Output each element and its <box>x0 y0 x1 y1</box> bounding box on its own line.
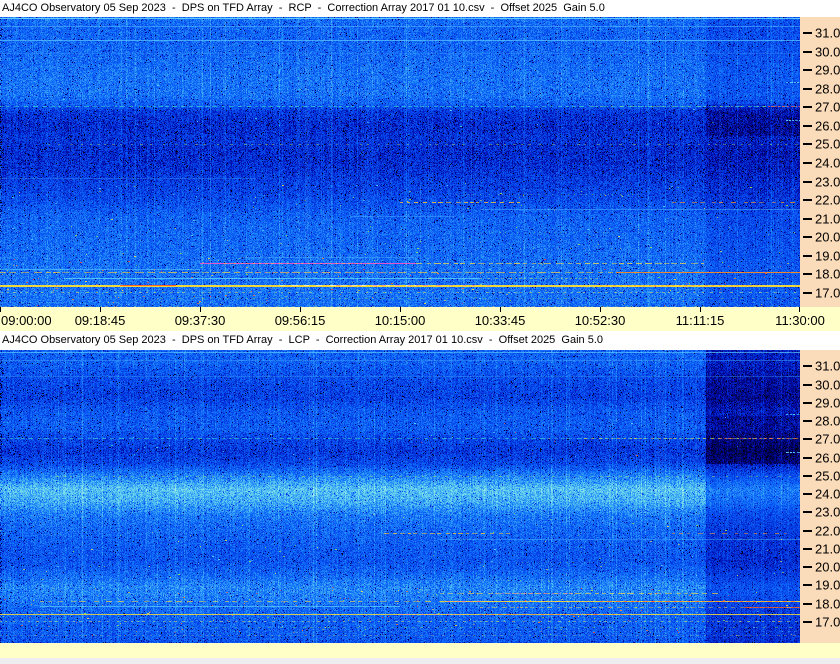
freq-tick <box>803 32 812 34</box>
freq-tick <box>803 621 812 623</box>
freq-tick <box>803 143 812 145</box>
time-tick-label: 10:33:45 <box>474 313 526 328</box>
freq-tick-label: 27.0 <box>815 99 840 115</box>
freq-tick-label: 22.0 <box>815 192 840 208</box>
frequency-axis-lcp: 31.0 30.0 29.0 28.0 27.0 26.0 25.0 24.0 23.0 22.0… <box>800 350 840 643</box>
freq-tick-label: 18.0 <box>815 266 840 282</box>
time-tick <box>500 307 501 312</box>
freq-tick <box>803 438 812 440</box>
freq-tick <box>803 420 812 422</box>
frequency-axis-rcp: 31.0 30.0 29.0 28.0 27.0 26.0 25.0 24.0 23.0 22.0… <box>800 17 840 307</box>
freq-tick <box>803 548 812 550</box>
freq-tick-label: 28.0 <box>815 413 840 429</box>
freq-tick <box>803 125 812 127</box>
freq-tick <box>803 457 812 459</box>
time-axis-cropped <box>0 643 840 658</box>
time-tick-label: 09:37:30 <box>174 313 226 328</box>
freq-tick <box>803 603 812 605</box>
window-edge <box>0 658 840 664</box>
freq-tick <box>803 51 812 53</box>
freq-tick-label: 29.0 <box>815 395 840 411</box>
time-tick <box>300 307 301 312</box>
freq-tick-label: 23.0 <box>815 504 840 520</box>
freq-tick <box>803 273 812 275</box>
freq-tick <box>803 88 812 90</box>
freq-tick-label: 25.0 <box>815 468 840 484</box>
freq-tick <box>803 566 812 568</box>
freq-tick-label: 31.0 <box>815 358 840 374</box>
freq-tick-label: 18.0 <box>815 596 840 612</box>
freq-tick-label: 27.0 <box>815 431 840 447</box>
freq-tick <box>803 181 812 183</box>
freq-tick <box>803 475 812 477</box>
time-tick-label: 11:11:15 <box>675 313 725 328</box>
freq-tick <box>803 384 812 386</box>
time-tick-label: 11:30:00 <box>775 313 825 328</box>
freq-tick-label: 26.0 <box>815 118 840 134</box>
time-tick-label: 10:15:00 <box>374 313 426 328</box>
freq-tick <box>803 511 812 513</box>
time-tick <box>100 307 101 312</box>
time-tick <box>400 307 401 312</box>
freq-tick-label: 19.0 <box>815 577 840 593</box>
freq-tick-label: 29.0 <box>815 62 840 78</box>
freq-tick-label: 17.0 <box>815 614 840 630</box>
freq-tick <box>803 365 812 367</box>
time-tick-label: 09:56:15 <box>274 313 326 328</box>
freq-tick-label: 24.0 <box>815 486 840 502</box>
freq-tick-label: 19.0 <box>815 248 840 264</box>
freq-tick <box>803 493 812 495</box>
freq-tick <box>803 199 812 201</box>
time-tick-label: 10:52:30 <box>574 313 626 328</box>
freq-tick-label: 21.0 <box>815 541 840 557</box>
freq-tick <box>803 255 812 257</box>
time-tick <box>799 307 800 312</box>
time-axis: 09:00:00 09:18:45 09:37:30 09:56:15 10:15:00… <box>0 307 840 331</box>
time-tick <box>600 307 601 312</box>
spectrogram-lcp[interactable] <box>0 350 800 643</box>
time-tick <box>200 307 201 312</box>
time-tick-label: 09:18:45 <box>74 313 126 328</box>
freq-tick-label: 22.0 <box>815 523 840 539</box>
time-tick <box>700 307 701 312</box>
freq-tick <box>803 106 812 108</box>
freq-tick-label: 26.0 <box>815 450 840 466</box>
spectrogram-rcp[interactable] <box>0 17 800 307</box>
freq-tick-label: 24.0 <box>815 155 840 171</box>
freq-tick-label: 28.0 <box>815 81 840 97</box>
freq-tick-label: 20.0 <box>815 229 840 245</box>
freq-tick-label: 21.0 <box>815 211 840 227</box>
freq-tick <box>803 292 812 294</box>
freq-tick <box>803 236 812 238</box>
freq-tick <box>803 218 812 220</box>
time-tick <box>0 307 1 312</box>
freq-tick <box>803 530 812 532</box>
freq-tick-label: 20.0 <box>815 559 840 575</box>
freq-tick <box>803 162 812 164</box>
freq-tick-label: 23.0 <box>815 174 840 190</box>
freq-tick <box>803 69 812 71</box>
freq-tick-label: 25.0 <box>815 136 840 152</box>
panel-title-rcp: AJ4CO Observatory 05 Sep 2023 - DPS on T… <box>0 0 840 17</box>
freq-tick <box>803 402 812 404</box>
panel-title-lcp: AJ4CO Observatory 05 Sep 2023 - DPS on T… <box>0 331 840 350</box>
freq-tick-label: 30.0 <box>815 44 840 60</box>
freq-tick-label: 31.0 <box>815 25 840 41</box>
freq-tick-label: 30.0 <box>815 377 840 393</box>
freq-tick-label: 17.0 <box>815 285 840 301</box>
time-tick-label: 09:00:00 <box>1 313 52 328</box>
freq-tick <box>803 584 812 586</box>
